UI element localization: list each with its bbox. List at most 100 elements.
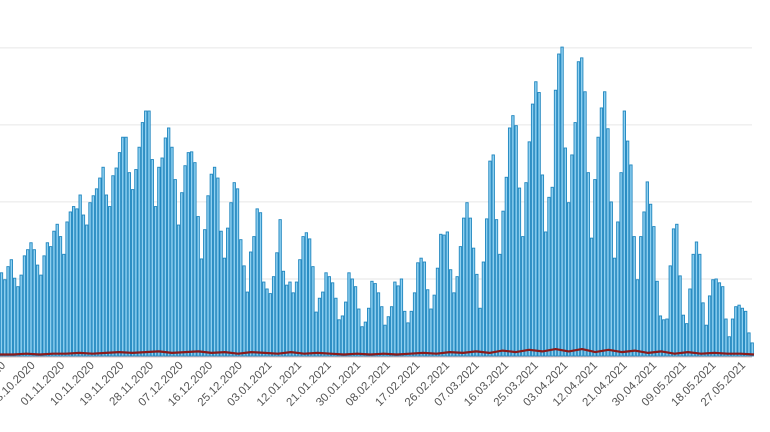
- bar: [0, 272, 4, 357]
- bar: [593, 179, 597, 357]
- bar: [721, 286, 725, 357]
- bar: [344, 301, 348, 357]
- bar: [737, 304, 741, 357]
- bar: [462, 217, 466, 357]
- bar: [504, 176, 508, 357]
- bar: [416, 262, 420, 357]
- bar: [242, 265, 246, 357]
- bar: [304, 232, 309, 357]
- bar: [19, 274, 23, 357]
- bar: [688, 288, 692, 357]
- bar: [311, 266, 315, 357]
- bar: [439, 233, 443, 357]
- bar: [386, 316, 390, 357]
- bar: [314, 311, 318, 357]
- bar: [540, 174, 545, 357]
- bar: [734, 306, 738, 357]
- bar: [235, 188, 240, 357]
- bar: [71, 206, 76, 357]
- bar: [678, 275, 682, 357]
- bar: [694, 241, 699, 357]
- bar: [550, 186, 554, 357]
- bar: [422, 261, 427, 357]
- bar: [625, 140, 630, 357]
- bar: [232, 182, 236, 357]
- bar: [707, 295, 712, 357]
- bar: [665, 318, 669, 357]
- bar: [199, 258, 204, 357]
- bar: [127, 172, 131, 357]
- bar: [163, 137, 168, 357]
- bar: [330, 282, 335, 357]
- bar: [429, 308, 433, 357]
- bar: [157, 166, 161, 357]
- bar: [39, 274, 43, 357]
- bar: [258, 212, 263, 357]
- bar: [632, 236, 636, 357]
- bar: [711, 279, 715, 357]
- bar: [609, 201, 613, 357]
- bar: [589, 237, 594, 357]
- bar: [9, 259, 13, 357]
- bar: [383, 324, 387, 357]
- bar: [308, 238, 312, 357]
- bar: [29, 242, 33, 357]
- bar: [478, 307, 482, 357]
- bar: [452, 292, 456, 357]
- bar: [160, 157, 164, 357]
- bar: [317, 297, 322, 357]
- bar: [426, 289, 430, 357]
- bar: [396, 285, 400, 357]
- bar: [675, 223, 679, 357]
- bar: [219, 230, 223, 357]
- bar: [563, 147, 567, 357]
- bar: [353, 286, 358, 357]
- bar: [265, 288, 269, 357]
- bar: [239, 239, 243, 357]
- bar: [111, 175, 115, 357]
- bar: [648, 203, 653, 357]
- bar: [147, 110, 151, 357]
- bar: [52, 230, 56, 357]
- bar: [619, 172, 623, 357]
- bar: [65, 221, 69, 357]
- bar: [209, 173, 213, 357]
- bar: [203, 229, 207, 357]
- bar: [196, 216, 200, 357]
- bar: [455, 276, 459, 357]
- bar: [465, 202, 469, 357]
- bar: [511, 115, 515, 357]
- bar: [485, 218, 489, 357]
- bar: [291, 292, 295, 357]
- bar: [573, 122, 577, 357]
- bar: [376, 292, 381, 357]
- bar: [629, 164, 633, 357]
- bar: [85, 224, 89, 357]
- bar: [350, 278, 354, 357]
- bar: [576, 61, 581, 357]
- bar: [517, 187, 522, 357]
- bar: [186, 152, 190, 357]
- bar: [88, 202, 92, 357]
- bar: [717, 282, 722, 357]
- bar: [360, 326, 364, 357]
- bar: [229, 202, 233, 357]
- bar: [547, 196, 551, 357]
- bar: [380, 306, 384, 357]
- bar: [294, 281, 299, 357]
- bar: [26, 249, 30, 357]
- bar: [91, 195, 95, 357]
- bar: [616, 221, 620, 357]
- bar: [363, 321, 368, 357]
- bar: [3, 279, 7, 357]
- bar: [193, 162, 197, 357]
- bar: [12, 277, 17, 357]
- bar: [662, 319, 666, 357]
- bar: [16, 286, 20, 357]
- bar: [370, 280, 374, 357]
- bar: [42, 255, 46, 357]
- bar: [635, 279, 640, 357]
- bar: [458, 246, 463, 357]
- bar: [471, 247, 476, 357]
